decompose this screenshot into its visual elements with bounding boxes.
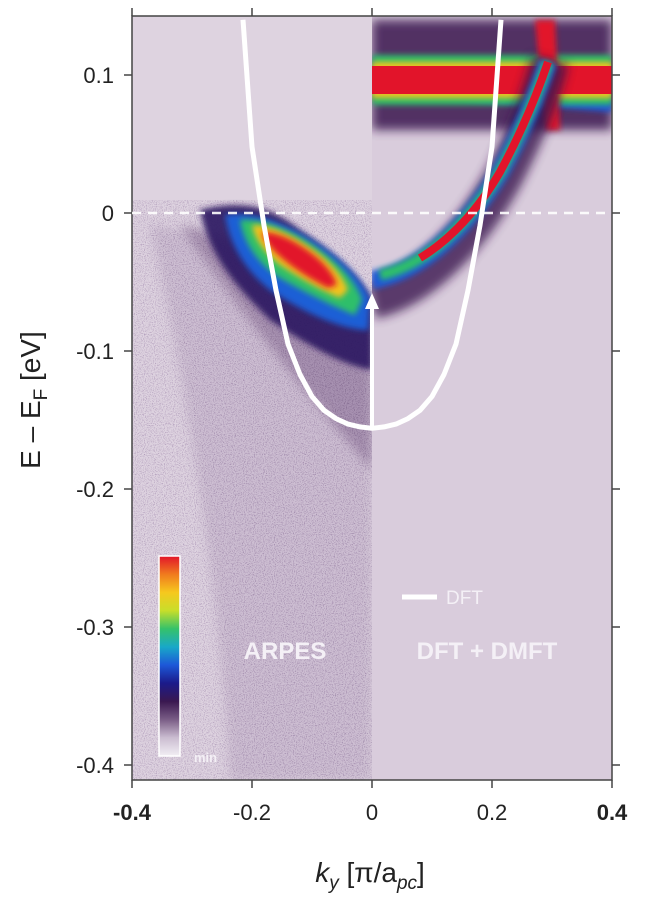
y-tick-label-3: -0.2	[76, 477, 114, 502]
legend-dft-label: DFT	[446, 588, 483, 609]
panel-label-arpes: ARPES	[244, 638, 327, 665]
y-tick-label-4: -0.3	[76, 615, 114, 640]
arrow-head-0	[365, 293, 379, 310]
x-tick-label-3: 0.2	[477, 800, 508, 825]
x-tick-label-1: -0.2	[233, 800, 271, 825]
arpes-intensity	[132, 200, 372, 780]
dmft-intensity	[372, 20, 612, 319]
x-tick-label-4: 0.4	[597, 800, 628, 825]
x-axis-label: ky [π/apc]	[315, 857, 425, 894]
y-axis-label: E – EF [eV]	[15, 331, 52, 469]
colorbar-min-label: min	[194, 750, 217, 765]
annotation-layer	[365, 293, 379, 429]
x-tick-label-2: 0	[366, 800, 378, 825]
colorbar	[158, 555, 181, 757]
panel-label-dft-dmft: DFT + DMFT	[417, 638, 558, 665]
series-line-dft	[240, 19, 504, 431]
x-tick-label-0: -0.4	[113, 800, 152, 825]
y-tick-label-0: 0.1	[83, 63, 114, 88]
y-tick-label-2: -0.1	[76, 339, 114, 364]
dft-series-layer	[240, 19, 504, 431]
y-tick-label-5: -0.4	[76, 753, 114, 778]
axis-ticks: -0.4 -0.2 0 0.2 0.4 0.1 0 -0.1 -0.2 -0.3 -0.4	[76, 8, 628, 825]
y-tick-label-1: 0	[102, 201, 114, 226]
